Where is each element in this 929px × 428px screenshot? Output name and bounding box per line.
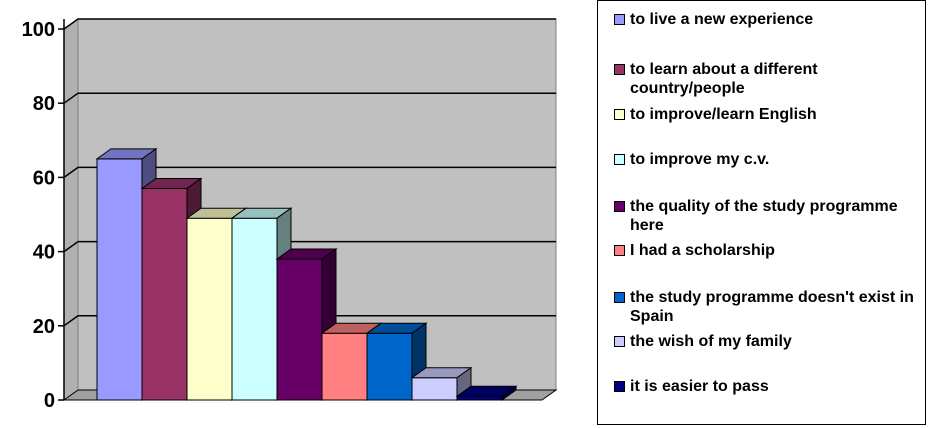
legend-label: the quality of the study programme here [630,198,898,234]
legend-swatch [614,381,625,392]
legend-item: to learn about a different country/peopl… [614,60,926,98]
gridline [63,18,556,30]
legend-swatch [614,336,625,347]
y-tick-label: 80 [33,93,55,115]
legend-item: I had a scholarship [614,241,926,260]
legend-swatch [614,14,625,25]
legend-label: to improve/learn English [630,106,817,123]
y-tick-label: 0 [44,390,55,412]
legend-item: the wish of my family [614,332,926,351]
bar [455,385,518,401]
gridline [63,166,556,179]
legend-item: the quality of the study programme here [614,197,926,235]
y-tick-label: 20 [33,316,55,338]
bar-front [96,158,143,401]
legend-swatch [614,109,625,120]
legend-swatch [614,64,625,75]
legend-swatch [614,201,625,212]
legend-item: the study programme doesn't exist in Spa… [614,288,926,326]
bar-front [141,188,188,401]
legend-item: to improve my c.v. [614,150,926,169]
legend-swatch [614,245,625,256]
legend-item: it is easier to pass [614,377,926,396]
legend-label: to learn about a different country/peopl… [630,61,818,97]
legend-swatch [614,292,625,303]
gridline [63,92,556,104]
gridline [63,240,556,253]
bar-side [501,385,517,401]
y-tick-label: 40 [33,242,55,264]
legend-label: the study programme doesn't exist in Spa… [630,289,914,325]
plot-side-wall [63,18,79,401]
legend-item: to improve/learn English [614,105,926,124]
gridline [63,315,556,327]
bar-front [411,377,458,401]
bar-front [276,258,323,401]
y-tick-label: 100 [22,19,55,41]
bar-front [321,332,368,401]
bar-front [366,332,413,401]
legend-label: to improve my c.v. [630,151,770,168]
bar-front [231,217,278,401]
legend-label: the wish of my family [630,333,792,350]
chart-legend: to live a new experience to learn about a… [597,0,926,425]
bar-front [456,395,503,401]
legend-label: it is easier to pass [630,378,769,395]
legend-label: to live a new experience [630,11,814,28]
bar-front [186,217,233,401]
legend-label: I had a scholarship [630,242,775,259]
bar-chart: 0 20 40 60 80 100 [22,18,558,412]
legend-swatch [614,154,625,165]
legend-item: to live a new experience [614,10,926,29]
y-tick-label: 60 [33,167,55,189]
